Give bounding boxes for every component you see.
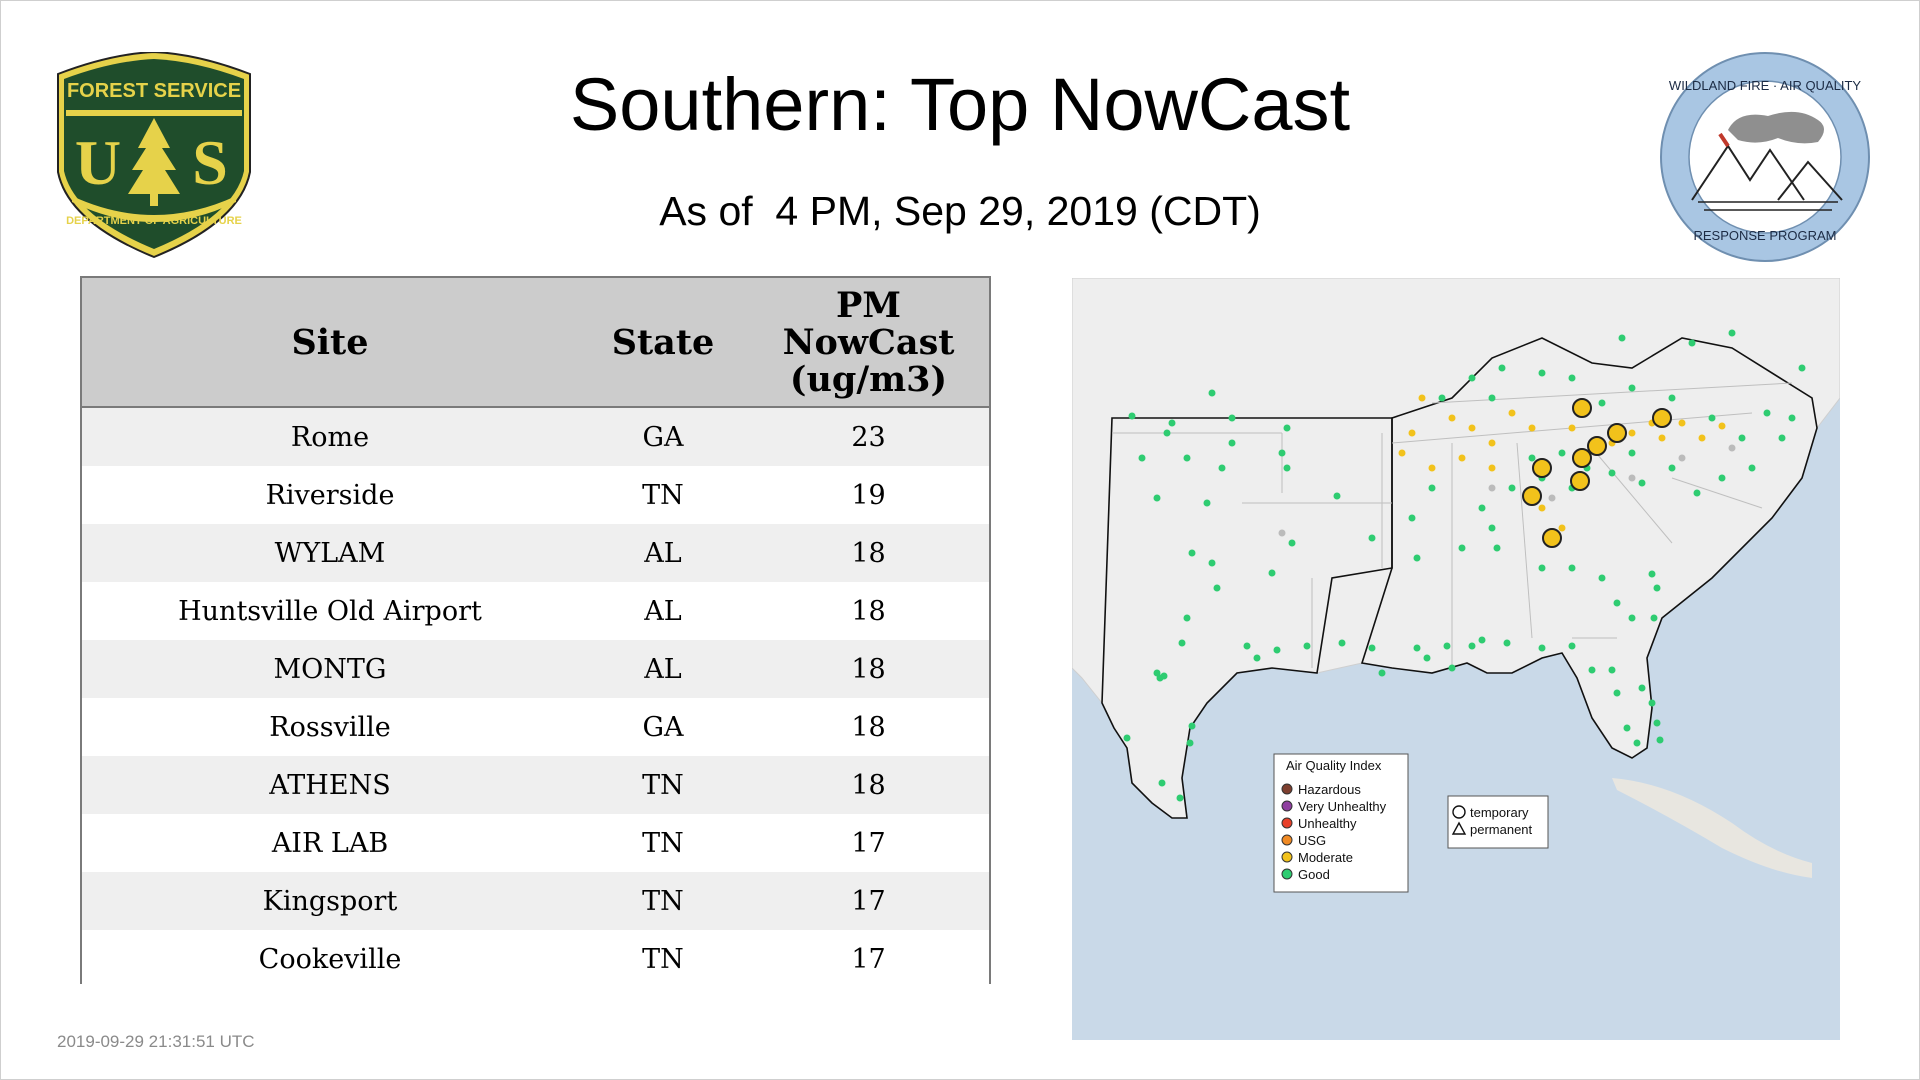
cell-site: Rome — [82, 407, 578, 466]
cell-site: MONTG — [82, 640, 578, 698]
region-outline-west — [1101, 417, 1393, 819]
table-row: Cookeville TN 17 — [82, 930, 989, 988]
cell-value: 18 — [748, 582, 989, 640]
mountains-smoke-icon — [1691, 111, 1843, 211]
table-row: ATHENS TN 18 — [82, 756, 989, 814]
cell-value: 17 — [748, 930, 989, 988]
nowcast-table: Site State PM NowCast (ug/m3) Rome GA 23… — [80, 276, 991, 988]
header-pm-line3: (ug/m3) — [789, 358, 948, 400]
table-row: Riverside TN 19 — [82, 466, 989, 524]
monitor-markers — [1123, 329, 1806, 802]
legend-title: Air Quality Index — [1286, 758, 1382, 773]
svg-text:FOREST SERVICE: FOREST SERVICE — [67, 80, 241, 102]
legend-item-label: Unhealthy — [1298, 816, 1357, 831]
table-row: Rossville GA 18 — [82, 698, 989, 756]
cell-site: Kingsport — [82, 872, 578, 930]
table-row: Kingsport TN 17 — [82, 872, 989, 930]
cell-state: TN — [578, 872, 748, 930]
table-row: AIR LAB TN 17 — [82, 814, 989, 872]
cell-value: 19 — [748, 466, 989, 524]
header-pm-line2: NowCast — [782, 321, 955, 363]
legend-item-label: Moderate — [1298, 850, 1353, 865]
table-header-row: Site State PM NowCast (ug/m3) — [82, 278, 989, 408]
cell-site: Rossville — [82, 698, 578, 756]
cell-value: 17 — [748, 814, 989, 872]
cell-state: AL — [578, 640, 748, 698]
circle-icon — [1452, 805, 1466, 819]
cell-state: GA — [578, 698, 748, 756]
legend-temporary: temporary — [1470, 805, 1529, 820]
table-row: Huntsville Old Airport AL 18 — [82, 582, 989, 640]
cell-value: 18 — [748, 698, 989, 756]
triangle-icon — [1451, 821, 1467, 835]
cell-site: AIR LAB — [82, 814, 578, 872]
page-subtitle: As of 4 PM, Sep 29, 2019 (CDT) — [659, 188, 1261, 234]
cell-value: 18 — [748, 756, 989, 814]
legend-item-label: Good — [1298, 867, 1330, 882]
cell-site: Huntsville Old Airport — [82, 582, 578, 640]
cell-site: Cookeville — [82, 930, 578, 988]
cell-state: AL — [578, 582, 748, 640]
usfs-shield-logo: FOREST SERVICE U S DEPARTMENT OF AGRICUL… — [57, 52, 251, 258]
legend-permanent: permanent — [1470, 822, 1533, 837]
svg-text:S: S — [192, 127, 228, 198]
cell-value: 18 — [748, 640, 989, 698]
svg-text:RESPONSE PROGRAM: RESPONSE PROGRAM — [1693, 228, 1836, 243]
svg-text:DEPARTMENT OF AGRICULTURE: DEPARTMENT OF AGRICULTURE — [66, 215, 242, 227]
header-pm-nowcast: PM NowCast (ug/m3) — [748, 278, 989, 408]
cell-site: Riverside — [82, 466, 578, 524]
aqi-legend: Air Quality Index Hazardous Very Unhealt… — [1273, 753, 1409, 893]
legend-item-label: Very Unhealthy — [1298, 799, 1387, 814]
generated-timestamp: 2019-09-29 21:31:51 UTC — [57, 1032, 255, 1051]
cell-state: TN — [578, 930, 748, 988]
svg-text:WILDLAND FIRE · AIR QUALITY: WILDLAND FIRE · AIR QUALITY — [1669, 78, 1861, 93]
cell-state: TN — [578, 466, 748, 524]
cell-value: 17 — [748, 872, 989, 930]
header-site: Site — [82, 278, 578, 408]
page-title: Southern: Top NowCast — [569, 63, 1351, 146]
table-row: MONTG AL 18 — [82, 640, 989, 698]
header-pm-line1: PM — [835, 284, 902, 326]
svg-text:U: U — [75, 127, 121, 198]
cell-site: WYLAM — [82, 524, 578, 582]
cell-value: 18 — [748, 524, 989, 582]
cell-state: TN — [578, 814, 748, 872]
map-cuba — [1612, 778, 1812, 878]
wildland-fire-logo: WILDLAND FIRE · AIR QUALITY RESPONSE PRO… — [1660, 52, 1870, 262]
cell-value: 23 — [748, 407, 989, 466]
shape-legend: temporary permanent — [1447, 795, 1549, 849]
region-outline-east — [1360, 337, 1818, 759]
pine-tree-icon — [128, 118, 180, 206]
table-row: WYLAM AL 18 — [82, 524, 989, 582]
legend-item-label: Hazardous — [1298, 782, 1361, 797]
legend-item-label: USG — [1298, 833, 1326, 848]
air-quality-map: Air Quality Index Hazardous Very Unhealt… — [1072, 278, 1840, 1040]
cell-state: AL — [578, 524, 748, 582]
cell-site: ATHENS — [82, 756, 578, 814]
header-state: State — [578, 278, 748, 408]
table-row: Rome GA 23 — [82, 407, 989, 466]
cell-state: TN — [578, 756, 748, 814]
cell-state: GA — [578, 407, 748, 466]
